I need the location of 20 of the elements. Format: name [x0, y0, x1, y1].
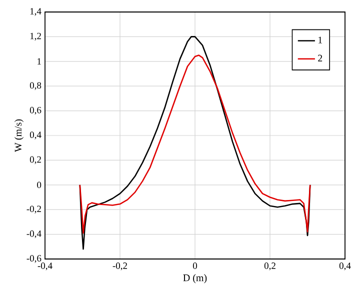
- y-tick-label: 0,4: [30, 132, 42, 140]
- y-tick-label: 0,6: [30, 106, 42, 115]
- y-tick-label: 1,2: [30, 32, 41, 41]
- x-tick-label: 0: [192, 262, 198, 269]
- x-tick-label: 0,2: [264, 262, 276, 270]
- y-tick-label: 0,2: [30, 156, 41, 164]
- y-axis-title: W (m/s): [14, 119, 24, 152]
- x-axis-title: D (m): [183, 274, 207, 284]
- y-tick-label: 0: [37, 182, 42, 188]
- y-tick-label: 0,8: [30, 82, 42, 90]
- legend-label: 2: [318, 54, 322, 62]
- y-tick-label: -0,6: [26, 255, 42, 263]
- y-tick-label: 1: [38, 58, 41, 65]
- legend-label: 1: [318, 36, 322, 44]
- y-tick-label: -0,4: [26, 230, 42, 238]
- x-tick-label: 0,4: [339, 262, 351, 270]
- y-tick-label: 1,4: [30, 8, 42, 16]
- x-tick-label: -0,2: [112, 262, 128, 270]
- y-tick-label: -0,2: [26, 206, 41, 214]
- line-series: [79, 54, 311, 234]
